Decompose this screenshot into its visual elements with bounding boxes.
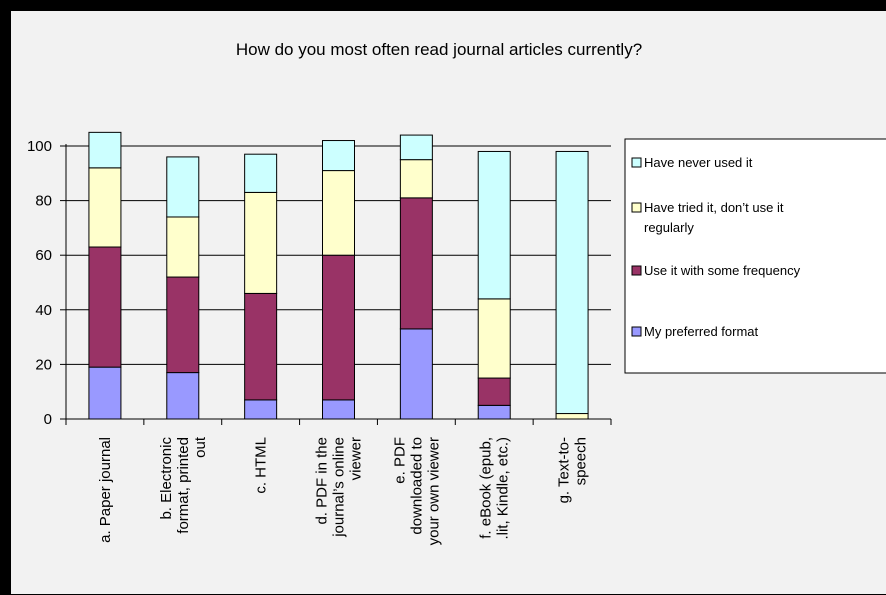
x-category-label-line: format, printed xyxy=(175,437,192,534)
x-category-label: b. Electronic format, printed out xyxy=(158,436,209,534)
x-category-label-line: viewer xyxy=(348,437,365,480)
legend-swatch xyxy=(631,265,642,276)
x-category-label-line: g. Text-to- xyxy=(556,437,573,503)
legend-item[interactable]: Have never used it xyxy=(631,155,753,170)
bar-segment xyxy=(88,366,122,420)
y-tick-label: 20 xyxy=(35,356,52,373)
x-category-label: a. Paper journal xyxy=(97,437,114,543)
bar-segment xyxy=(477,150,511,300)
bar-segment xyxy=(399,197,433,330)
stacked-bar-chart: How do you most often read journal artic… xyxy=(27,40,886,545)
bar-segment xyxy=(166,372,200,420)
bar-segment xyxy=(399,328,433,420)
legend-label: regularly xyxy=(644,220,694,235)
x-category-label: f. eBook (epub, .lit, Kindle, etc.) xyxy=(478,437,512,540)
bar-segment xyxy=(166,156,200,218)
bar-segment xyxy=(322,140,355,172)
x-category-label-line: speech xyxy=(573,437,590,485)
x-category-label-line: downloaded to xyxy=(408,437,425,535)
legend-label: Have never used it xyxy=(644,155,753,170)
bar-segment xyxy=(555,413,589,420)
x-category-label-line: out xyxy=(192,436,209,458)
x-category-labels: a. Paper journal b. Electronic format, pri… xyxy=(97,436,590,545)
bar-segment xyxy=(322,170,355,256)
bar-segment xyxy=(399,134,433,161)
legend-swatch xyxy=(631,157,642,168)
legend-label: My preferred format xyxy=(644,324,759,339)
legend-label: Have tried it, don’t use it xyxy=(644,200,784,215)
chart-area: How do you most often read journal artic… xyxy=(10,10,886,594)
bar-segment xyxy=(244,399,278,420)
bar-segment xyxy=(166,216,200,278)
bar-segment xyxy=(399,159,433,199)
bar-segment xyxy=(88,246,122,368)
bar-segment xyxy=(88,131,122,169)
bar-segment xyxy=(244,153,278,193)
bar-segment xyxy=(477,298,511,379)
legend-item[interactable]: Have tried it, don’t use it regularly xyxy=(631,200,784,235)
x-category-label-line: e. PDF xyxy=(391,437,408,484)
legend-box xyxy=(624,138,886,374)
y-tick-label: 100 xyxy=(27,138,52,155)
legend-swatch xyxy=(631,326,642,337)
x-category-label-line: a. Paper journal xyxy=(97,437,114,543)
x-category-label: e. PDF downloaded to your own viewer xyxy=(391,437,442,545)
bar-segment xyxy=(555,150,589,415)
bars xyxy=(88,131,589,420)
bar-segment xyxy=(322,254,355,401)
bar-segment xyxy=(477,404,511,420)
x-category-label-line: d. PDF in the xyxy=(314,437,331,525)
x-category-label-line: journal’s online xyxy=(331,437,348,538)
y-tick-label: 40 xyxy=(35,302,52,319)
y-tick-label: 80 xyxy=(35,193,52,210)
bar-segment xyxy=(244,292,278,401)
legend-item[interactable]: My preferred format xyxy=(631,324,759,339)
x-category-label-line: b. Electronic xyxy=(158,437,175,520)
x-category-label: c. HTML xyxy=(253,437,270,494)
axes xyxy=(65,144,612,425)
legend-label: Use it with some frequency xyxy=(644,263,801,278)
chart-title: How do you most often read journal artic… xyxy=(236,40,642,59)
y-tick-label: 0 xyxy=(44,411,52,428)
bar-segment xyxy=(166,276,200,374)
x-category-label: g. Text-to-speech xyxy=(556,437,590,503)
x-category-label: d. PDF in the journal’s online viewer xyxy=(314,437,365,538)
y-tick-labels: 0 20 40 60 80 100 xyxy=(27,138,52,428)
x-category-label-line: your own viewer xyxy=(425,437,442,545)
bar-segment xyxy=(88,167,122,248)
bar-segment xyxy=(322,399,355,420)
legend-swatch xyxy=(631,202,642,213)
x-category-label-line: f. eBook (epub, xyxy=(478,437,495,539)
bar-segment xyxy=(477,377,511,406)
bar-segment xyxy=(244,191,278,294)
legend[interactable]: Have never used it Have tried it, don’t u… xyxy=(624,138,886,374)
x-category-label-line: c. HTML xyxy=(253,437,270,494)
x-category-label-line: .lit, Kindle, etc.) xyxy=(495,437,512,540)
y-tick-label: 60 xyxy=(35,247,52,264)
legend-item[interactable]: Use it with some frequency xyxy=(631,263,801,278)
